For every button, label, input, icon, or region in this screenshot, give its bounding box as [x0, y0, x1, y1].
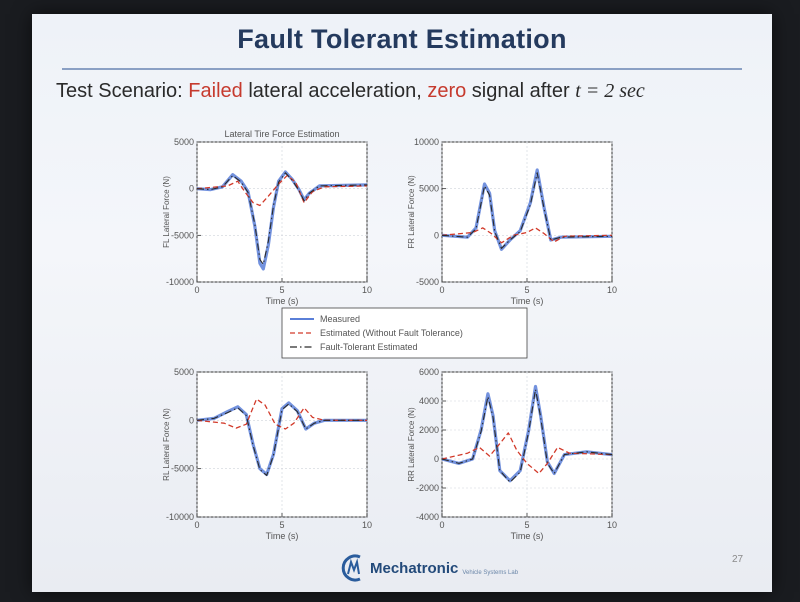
x-tick-label: 0 — [439, 285, 444, 295]
legend: Measured Estimated (Without Fault Toleran… — [281, 307, 528, 359]
estimated-series-line — [197, 174, 367, 207]
subtitle-part: Failed — [188, 80, 243, 102]
y-axis-label: FL Lateral Force (N) — [162, 176, 171, 248]
y-axis-label: RL Lateral Force (N) — [162, 408, 171, 481]
x-axis-label: Time (s) — [266, 531, 299, 541]
page-number: 27 — [732, 554, 744, 565]
chart-title: Lateral Tire Force Estimation — [224, 129, 339, 139]
y-tick-label: -5000 — [416, 277, 439, 287]
fault-tolerant-series-line — [197, 172, 367, 265]
legend-box — [281, 307, 528, 359]
estimated-series-line — [197, 398, 367, 430]
y-tick-label: -5000 — [171, 464, 194, 474]
y-axis-label: FR Lateral Force (N) — [407, 175, 416, 249]
y-tick-label: 6000 — [419, 367, 439, 377]
estimated-series-line — [442, 227, 612, 244]
fault-tolerant-series-line — [442, 172, 612, 249]
x-tick-label: 5 — [524, 285, 529, 295]
subtitle-part: zero — [427, 80, 467, 102]
y-tick-label: -4000 — [416, 512, 439, 522]
x-tick-label: 5 — [524, 520, 529, 530]
x-tick-label: 0 — [439, 520, 444, 530]
logo-text: Mechatronic — [370, 559, 459, 577]
y-tick-label: -2000 — [416, 483, 439, 493]
x-axis-label: Time (s) — [266, 296, 299, 306]
x-axis-label: Time (s) — [511, 531, 544, 541]
y-tick-label: 4000 — [419, 396, 439, 406]
y-tick-label: 5000 — [419, 184, 439, 194]
subtitle-part: signal after — [466, 80, 576, 102]
x-tick-label: 0 — [194, 520, 199, 530]
x-axis-label: Time (s) — [511, 296, 544, 306]
subtitle-part: lateral acceleration, — [242, 80, 428, 102]
legend-label: Measured — [320, 314, 360, 324]
fault-tolerant-series-line — [442, 388, 612, 483]
y-tick-label: 0 — [434, 454, 439, 464]
y-tick-label: 0 — [434, 230, 439, 240]
subtitle-part: Test Scenario: — [56, 80, 189, 102]
x-tick-label: 0 — [194, 285, 199, 295]
x-tick-label: 5 — [279, 285, 284, 295]
y-tick-label: 0 — [189, 415, 194, 425]
y-tick-label: 5000 — [174, 137, 194, 147]
y-axis-label: RR Lateral Force (N) — [407, 407, 416, 482]
slide: Fault Tolerant Estimation Test Scenario:… — [32, 14, 772, 592]
y-tick-label: 5000 — [174, 367, 194, 377]
title-divider — [62, 68, 742, 70]
mechatronic-logo: Mechatronic Vehicle Systems Lab — [340, 554, 518, 582]
x-tick-label: 10 — [362, 520, 372, 530]
y-tick-label: -10000 — [166, 277, 194, 287]
x-tick-label: 10 — [607, 520, 617, 530]
y-tick-label: 2000 — [419, 425, 439, 435]
x-tick-label: 10 — [607, 285, 617, 295]
x-tick-label: 10 — [362, 285, 372, 295]
y-tick-label: -10000 — [166, 512, 194, 522]
logo-subtext: Vehicle Systems Lab — [462, 570, 519, 576]
legend-label: Estimated (Without Fault Tolerance) — [320, 328, 463, 338]
slide-subtitle: Test Scenario: Failed lateral accelerati… — [56, 80, 645, 103]
subtitle-part: t = 2 sec — [575, 80, 645, 102]
x-tick-label: 5 — [279, 520, 284, 530]
y-tick-label: -5000 — [171, 230, 194, 240]
slide-title: Fault Tolerant Estimation — [237, 24, 567, 54]
y-tick-label: 10000 — [414, 137, 439, 147]
logo-emblem-icon — [341, 554, 361, 582]
y-tick-label: 0 — [189, 184, 194, 194]
legend-label: Fault-Tolerant Estimated — [320, 342, 418, 352]
